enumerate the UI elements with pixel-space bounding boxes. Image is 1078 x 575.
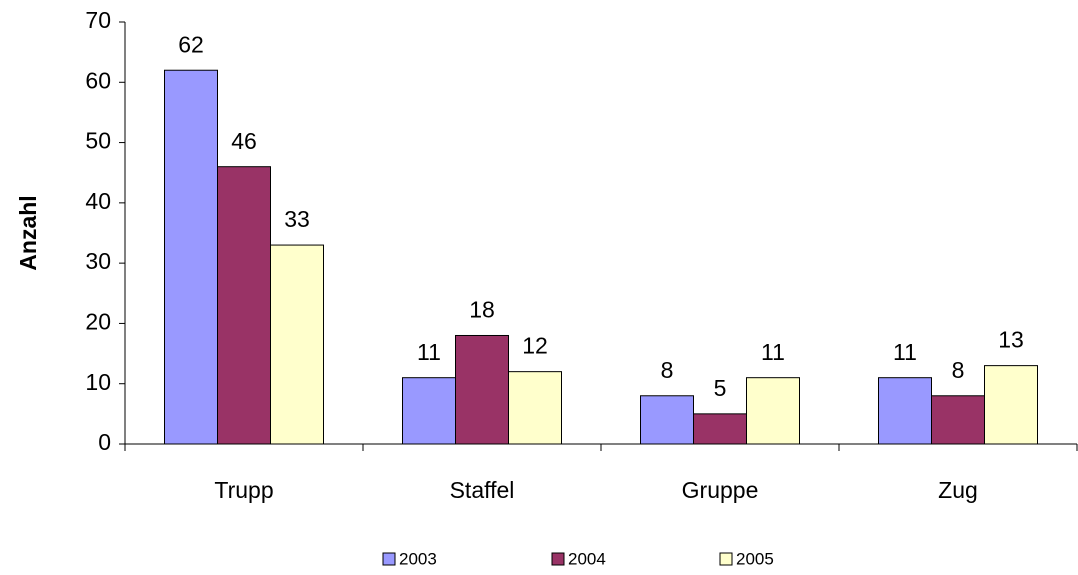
y-tick-label: 20 [85,309,111,335]
y-tick-label: 70 [85,7,111,33]
data-label: 12 [522,333,548,359]
x-tick-label: Gruppe [682,477,759,503]
data-label: 11 [893,339,917,365]
legend-label: 2005 [736,549,774,568]
data-label: 33 [284,206,310,232]
bar [931,395,985,445]
bar [217,166,271,445]
y-tick-label: 50 [85,128,111,154]
data-label: 46 [231,128,257,154]
data-label: 18 [469,297,495,323]
y-tick-label: 40 [85,188,111,214]
bar [164,69,218,445]
bar [508,371,562,445]
bar [878,377,932,445]
bar [270,244,324,445]
legend-swatch [551,552,565,566]
data-label: 8 [661,357,674,383]
legend-swatch [382,552,396,566]
bar [984,365,1038,445]
y-tick-label: 60 [85,67,111,93]
data-label: 8 [952,357,965,383]
data-label: 62 [178,31,204,57]
y-tick-label: 0 [98,429,111,455]
data-label: 11 [761,339,785,365]
y-tick-label: 10 [85,369,111,395]
bar [640,395,694,445]
x-tick-label: Trupp [214,477,273,503]
bar [746,377,800,445]
data-label: 5 [714,375,727,401]
bar [455,334,509,445]
bar [693,413,747,445]
bar [402,377,456,445]
legend-label: 2003 [399,549,437,568]
x-tick-label: Staffel [450,477,515,503]
data-label: 13 [998,327,1024,353]
x-tick-label: Zug [938,477,978,503]
y-axis-label: Anzahl [15,195,41,270]
y-tick-label: 30 [85,248,111,274]
data-label: 11 [417,339,441,365]
legend-swatch [719,552,733,566]
legend-label: 2004 [568,549,606,568]
